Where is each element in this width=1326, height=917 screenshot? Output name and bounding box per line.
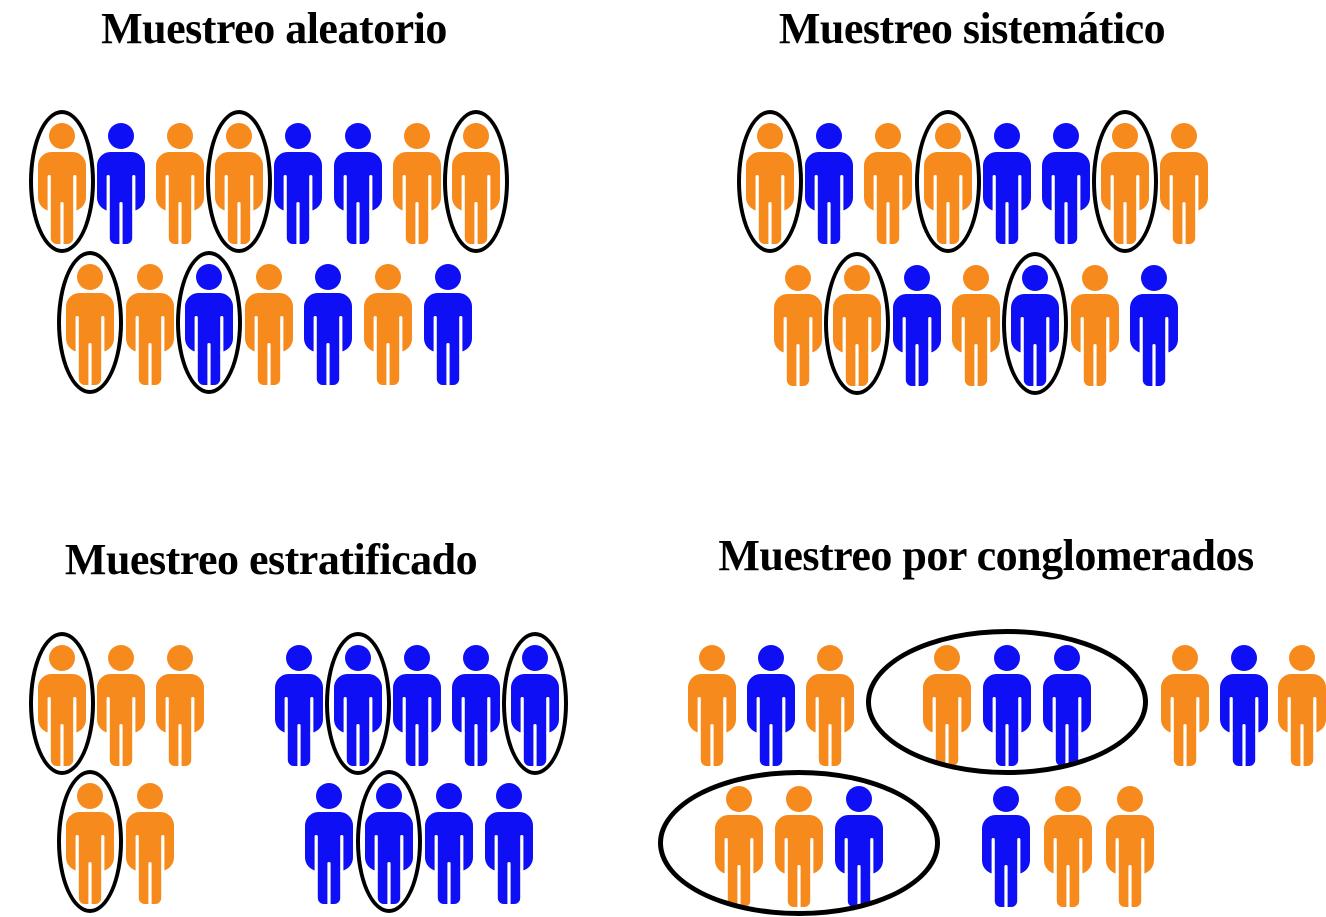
person-icon [1217,645,1271,766]
selection-ellipse [737,110,803,253]
person-icon [1275,645,1326,766]
person-icon [1068,265,1122,386]
person-icon [153,645,207,766]
person-icon [361,264,415,385]
person-icon [94,645,148,766]
panel-title-muestreo-aleatorio: Muestreo aleatorio [101,4,447,53]
person-icon [1103,786,1157,907]
person-icon [1157,123,1211,244]
person-icon [302,783,356,904]
person-icon [1127,265,1181,386]
person-icon [482,783,536,904]
selection-ellipse [824,252,891,395]
person-icon [744,645,798,766]
person-icon [242,264,296,385]
person-icon [421,264,475,385]
selection-ellipse [57,770,123,913]
person-icon [949,265,1003,386]
selection-ellipse [914,110,981,253]
person-icon [1039,123,1093,244]
selection-ellipse [29,632,95,775]
person-icon [390,123,444,244]
person-icon [422,783,476,904]
person-icon [331,123,385,244]
selection-ellipse [206,110,273,253]
person-icon [890,265,944,386]
panel-title-muestreo-estratificado: Muestreo estratificado [64,535,478,584]
person-icon [861,123,915,244]
selection-ellipse [57,251,123,394]
person-icon [94,123,148,244]
person-icon [771,265,825,386]
person-icon [685,645,739,766]
person-icon [271,123,325,244]
person-icon [449,645,503,766]
selection-ellipse [325,632,391,775]
person-icon [802,123,856,244]
cluster-ellipse [866,629,1148,775]
person-icon [390,645,444,766]
person-icon [123,264,177,385]
person-icon [123,783,177,904]
person-icon [1158,645,1212,766]
person-icon [1041,786,1095,907]
panel-title-muestreo-por-conglomerados: Muestreo por conglomerados [718,531,1254,580]
selection-ellipse [176,251,243,394]
person-icon [980,123,1034,244]
selection-ellipse [1002,252,1069,395]
person-icon [301,264,355,385]
selection-ellipse [356,770,422,913]
person-icon [803,645,857,766]
cluster-ellipse [658,770,940,916]
selection-ellipse [29,110,95,253]
person-icon [153,123,207,244]
selection-ellipse [502,632,568,775]
selection-ellipse [1092,110,1159,253]
person-icon [979,786,1033,907]
selection-ellipse [442,110,509,253]
panel-title-muestreo-sistematico: Muestreo sistemático [778,4,1166,53]
person-icon [272,645,326,766]
